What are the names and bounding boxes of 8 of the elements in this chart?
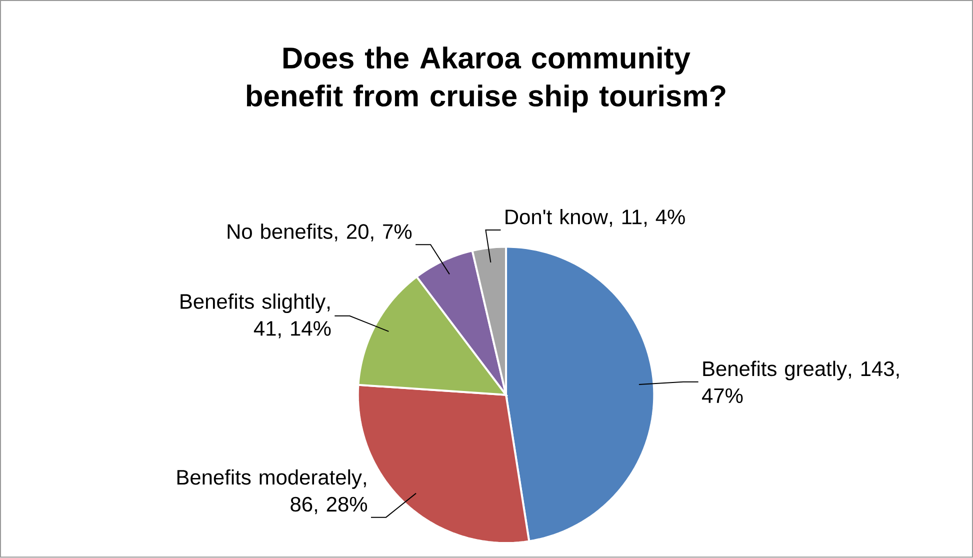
text: 47% [702, 388, 743, 404]
text: , 143, [848, 362, 899, 379]
slice-label: No benefits [228, 224, 332, 240]
slice-label: Don't know [506, 209, 608, 225]
slice-label: Benefits greatly [703, 360, 847, 381]
data-label: , 20, 7% [335, 224, 412, 242]
data-label: , 11, 4% [610, 210, 685, 228]
chart-title: Does the Akaroa community benefit from cruise ship tourism? [246, 46, 726, 113]
